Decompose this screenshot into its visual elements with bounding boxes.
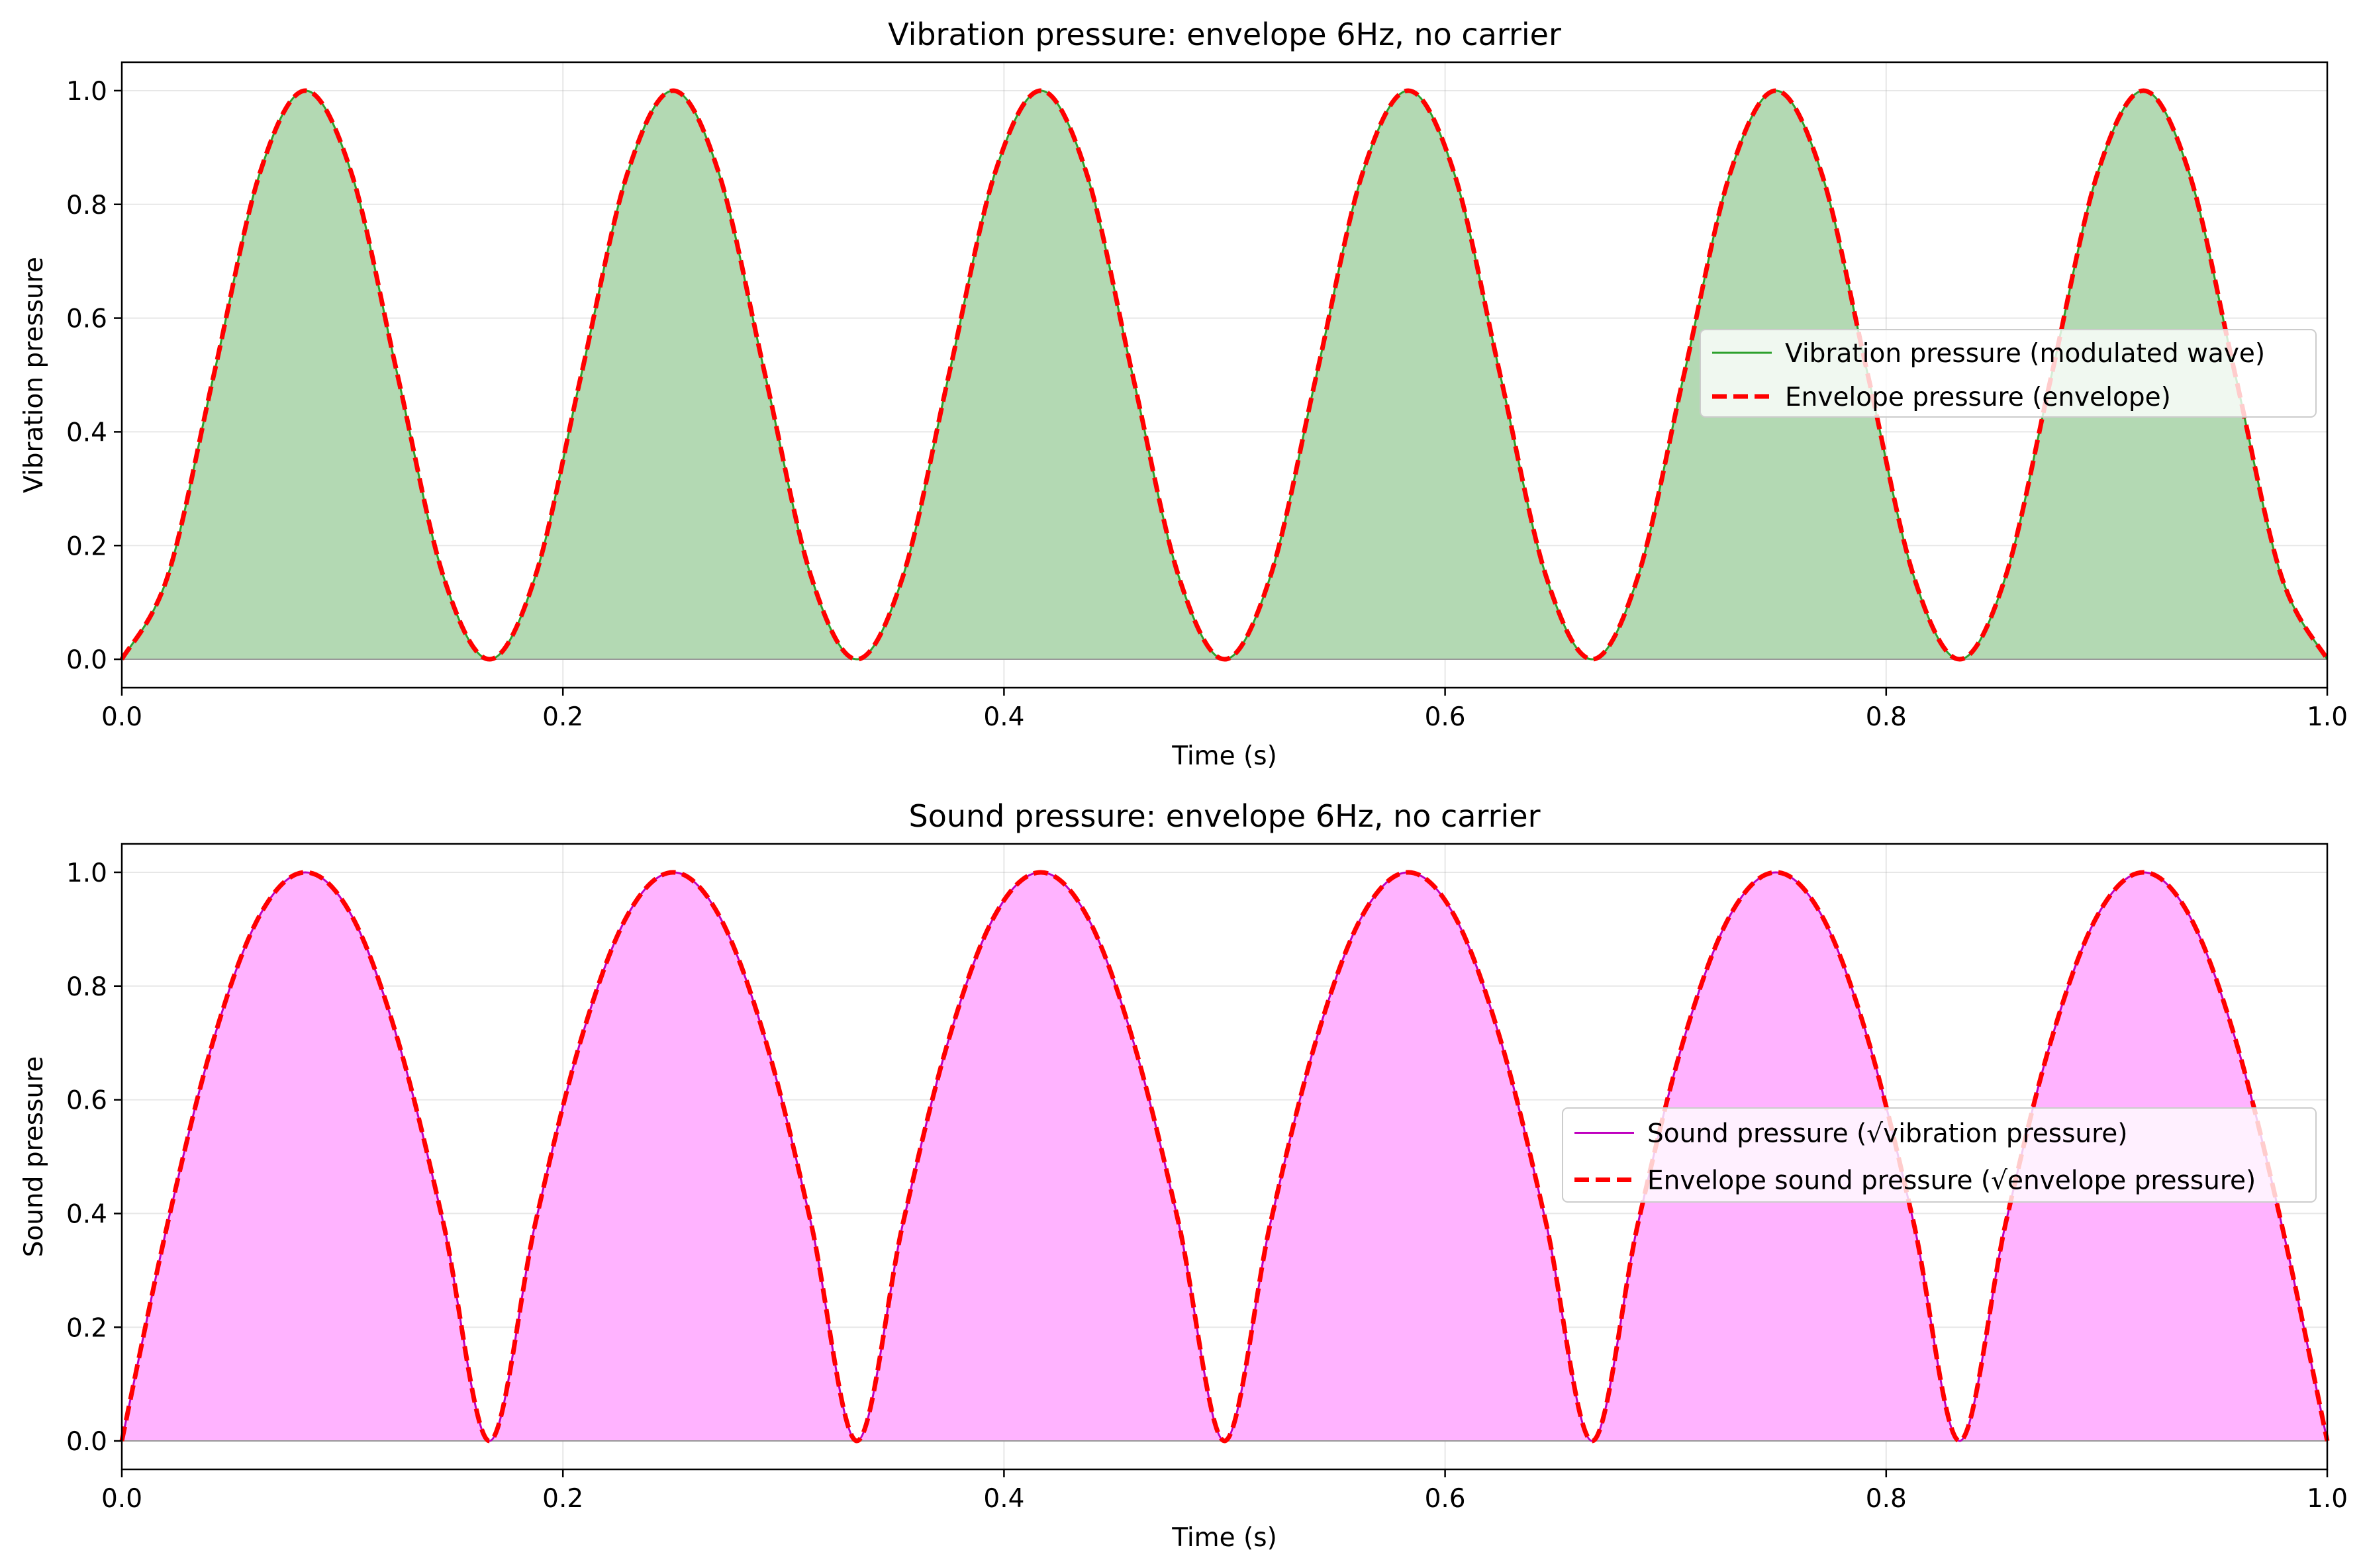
y-tick-label: 1.0 [66, 77, 107, 107]
x-tick-label: 0.8 [1866, 1484, 1907, 1514]
x-tick-label: 1.0 [2307, 702, 2348, 732]
legend: Vibration pressure (modulated wave) Enve… [1700, 329, 2317, 418]
vibration-pressure-panel: 0.0 0.2 0.4 0.6 0.8 1.0 0.0 0.2 0.4 0.6 0.8 1.0 Vib… [19, 17, 2348, 771]
y-axis-label: Vibration pressure [19, 257, 49, 493]
y-tick-label: 0.6 [66, 304, 107, 334]
legend-box [1562, 1107, 2317, 1203]
legend-label-envelope-sound-pressure: Envelope sound pressure (√envelope press… [1647, 1166, 2256, 1196]
x-tick-label: 0.2 [542, 702, 583, 732]
series-line-1 [119, 88, 2330, 662]
y-axis-label: Sound pressure [19, 1056, 49, 1258]
series-line-1 [119, 870, 2330, 1444]
y-tick-label: 0.4 [66, 1199, 107, 1229]
x-tick-label: 0.6 [1425, 1484, 1466, 1514]
y-tick-label: 0.2 [66, 531, 107, 561]
plot-area: 0.0 0.2 0.4 0.6 0.8 1.0 0.0 0.2 0.4 0.6 0.8 1.0 [66, 843, 2348, 1514]
axes-frame [121, 843, 2329, 1471]
x-tick-label: 0.6 [1425, 702, 1466, 732]
x-tick-label: 0.0 [101, 1484, 142, 1514]
axes-frame [121, 61, 2329, 689]
legend-label-envelope-pressure: Envelope pressure (envelope) [1785, 383, 2171, 412]
area-fill [122, 872, 2327, 1442]
plot-area: 0.0 0.2 0.4 0.6 0.8 1.0 0.0 0.2 0.4 0.6 0.8 1.0 [66, 61, 2348, 732]
y-tick-label: 0.8 [66, 972, 107, 1002]
legend-label-vibration-pressure: Vibration pressure (modulated wave) [1785, 339, 2265, 369]
x-axis-label: Time (s) [1171, 1523, 1277, 1553]
y-tick-label: 0.0 [66, 645, 107, 675]
x-tick-label: 0.4 [983, 1484, 1024, 1514]
x-tick-label: 0.2 [542, 1484, 583, 1514]
y-tick-label: 0.8 [66, 191, 107, 220]
chart-title: Vibration pressure: envelope 6Hz, no car… [888, 17, 1561, 52]
y-tick-label: 0.6 [66, 1086, 107, 1116]
legend-box [1700, 329, 2317, 418]
area-fill [122, 90, 2327, 660]
y-tick-label: 0.2 [66, 1313, 107, 1343]
y-tick-label: 1.0 [66, 858, 107, 888]
chart-title: Sound pressure: envelope 6Hz, no carrier [909, 798, 1541, 834]
sound-pressure-panel: 0.0 0.2 0.4 0.6 0.8 1.0 0.0 0.2 0.4 0.6 0.8 1.0 Sou… [19, 798, 2348, 1553]
y-tick-label: 0.4 [66, 418, 107, 447]
x-tick-label: 1.0 [2307, 1484, 2348, 1514]
y-tick-label: 0.0 [66, 1427, 107, 1457]
x-tick-label: 0.8 [1866, 702, 1907, 732]
x-tick-label: 0.0 [101, 702, 142, 732]
x-tick-label: 0.4 [983, 702, 1024, 732]
x-axis-label: Time (s) [1171, 741, 1277, 771]
legend-label-sound-pressure: Sound pressure (√vibration pressure) [1647, 1119, 2128, 1149]
legend: Sound pressure (√vibration pressure) Env… [1562, 1107, 2317, 1203]
